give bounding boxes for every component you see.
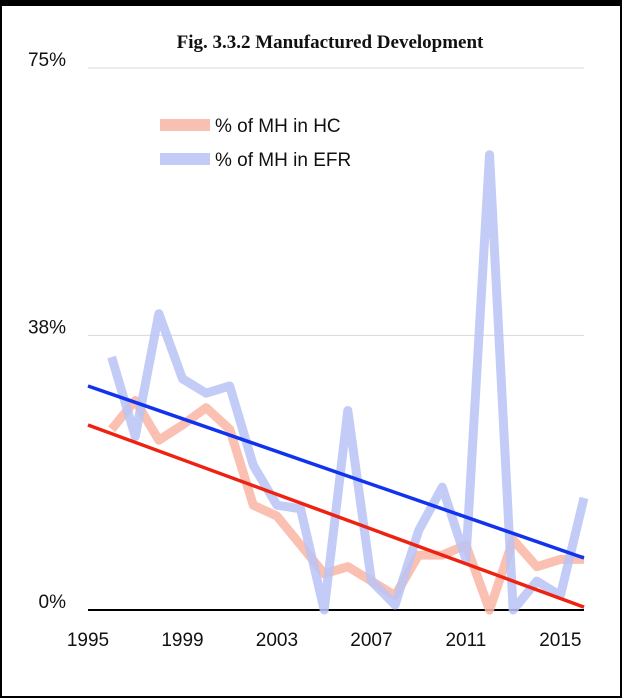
x-tick-label: 1999 xyxy=(161,630,203,651)
y-tick-label: 38% xyxy=(28,317,66,338)
x-tick-label: 1995 xyxy=(67,630,109,651)
y-tick-label: 75% xyxy=(28,50,66,71)
series-line xyxy=(108,395,584,615)
top-bar xyxy=(0,0,622,6)
trend-line xyxy=(87,384,585,560)
y-tick-label: 0% xyxy=(39,592,67,613)
x-tick-label: 2015 xyxy=(539,630,581,651)
x-tick-label: 2003 xyxy=(256,630,298,651)
series-line xyxy=(107,150,589,615)
legend-label: % of MH in EFR xyxy=(215,150,351,171)
chart-title: Fig. 3.3.2 Manufactured Development xyxy=(177,32,484,53)
x-tick-label: 2011 xyxy=(445,630,486,651)
trend-line xyxy=(87,423,585,609)
x-tick-label: 2007 xyxy=(350,630,392,651)
legend-label: % of MH in HC xyxy=(215,116,341,137)
